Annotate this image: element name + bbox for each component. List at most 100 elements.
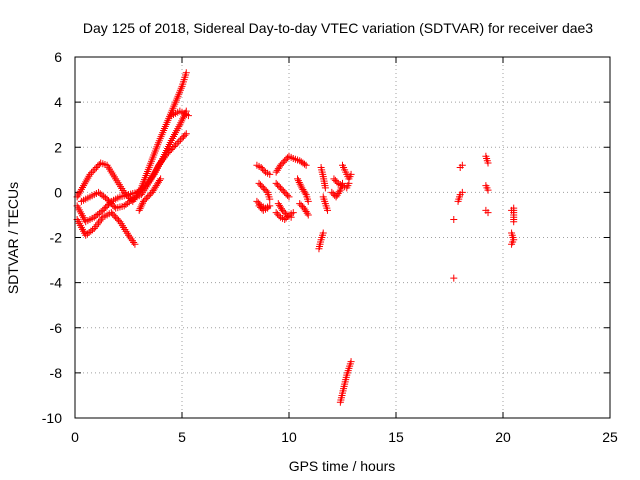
data-point [138,201,146,209]
data-point [324,206,332,214]
data-point [319,229,327,237]
data-point [163,150,171,158]
data-point [450,274,458,282]
y-tick-label: 6 [54,49,62,65]
data-point [276,184,284,192]
data-point [304,197,312,205]
grid-lines [75,57,610,418]
data-point [508,240,516,248]
data-point [86,170,94,178]
data-point [264,204,272,212]
x-tick-label: 10 [281,429,297,445]
data-point [156,177,164,185]
data-point [182,69,190,77]
data-point [280,208,288,216]
data-point [141,196,149,204]
data-point [113,215,121,223]
data-point [282,214,290,222]
data-point [259,165,267,173]
data-point [255,179,263,187]
data-point [254,199,262,207]
data-point [89,226,97,234]
data-point [266,170,274,178]
data-point [144,193,152,201]
data-point [169,144,177,152]
data-point [297,201,305,209]
data-point [284,191,292,199]
plot-frame [74,56,611,419]
x-tick-label: 0 [71,429,79,445]
data-point [167,146,175,154]
data-point [276,161,284,169]
data-point [296,180,304,188]
data-point [274,210,282,218]
tick-labels: 0 5 10 15 20 25 -10 -8 -6 -4 -2 0 2 4 6 [42,49,618,445]
data-point [484,159,492,167]
data-point [92,164,100,172]
x-tick-label: 15 [388,429,404,445]
y-tick-label: 4 [54,94,62,110]
data-point [107,209,115,217]
y-tick-label: -8 [50,365,63,381]
data-point [105,197,113,205]
data-point [328,188,336,196]
data-point [126,233,134,241]
data-point [172,141,180,149]
data-point [333,178,341,186]
data-point [135,206,143,214]
data-point [261,185,269,193]
y-tick-label: -2 [50,230,63,246]
data-point [164,149,172,157]
data-point [157,175,165,183]
data-point [281,157,289,165]
data-point [103,195,111,203]
data-point [278,185,286,193]
data-point [484,186,492,194]
data-point [272,209,280,217]
x-axis-label: GPS time / hours [289,458,396,474]
data-point [178,134,186,142]
data-point [256,200,264,208]
data-point [166,147,174,155]
data-point [253,197,261,205]
data-point [272,179,280,187]
data-point [294,177,302,185]
data-point [321,184,329,192]
y-tick-label: -6 [50,320,63,336]
data-point [110,212,118,220]
data-point [128,237,136,245]
data-point [125,231,132,239]
data-point [331,176,339,184]
data-point [137,203,145,211]
data-point [91,165,99,173]
data-point [294,175,302,183]
y-tick-label: 2 [54,139,62,155]
x-tick-label: 20 [495,429,511,445]
data-point [282,155,290,163]
data-point [347,358,355,366]
data-point [107,200,115,208]
data-point [101,194,109,202]
data-point [281,215,289,223]
data-point [109,210,117,218]
data-point [175,138,183,146]
data-point [100,205,108,213]
data-point [266,195,274,203]
data-point [256,181,264,189]
data-point [279,206,287,214]
data-point [275,182,283,190]
data-point [89,167,97,175]
data-point [458,161,466,169]
data-point [255,202,263,210]
data-point [335,188,343,196]
data-point [284,212,292,220]
data-point [279,187,287,195]
data-point [304,211,312,219]
data-point [181,131,189,139]
data-point [142,194,150,202]
data-point [282,190,290,198]
data-point [112,213,120,221]
data-point [182,130,190,138]
data-point [302,161,310,169]
